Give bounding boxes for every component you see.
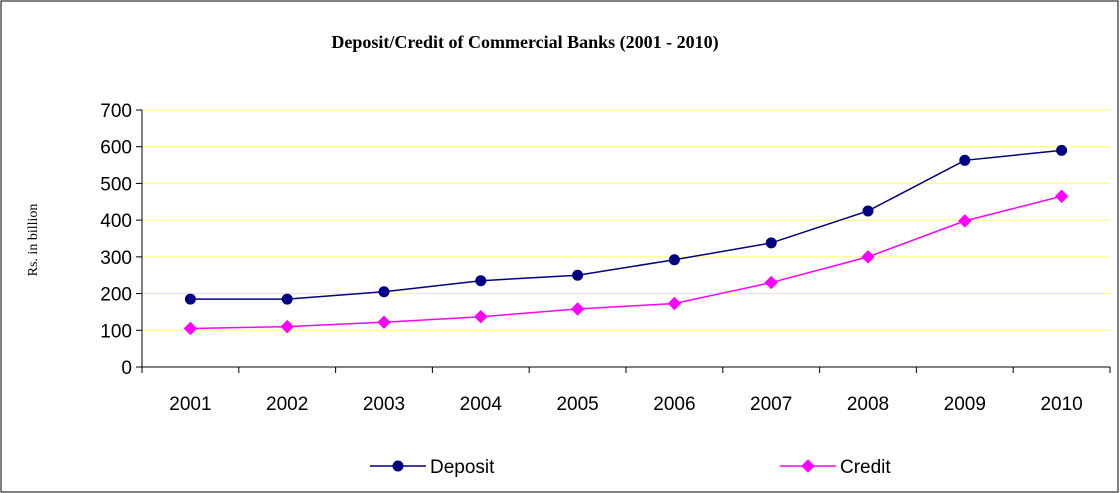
data-point-deposit bbox=[668, 254, 680, 266]
data-point-credit bbox=[280, 319, 294, 334]
series-line-deposit bbox=[190, 149, 1062, 300]
data-point-deposit bbox=[1056, 144, 1068, 156]
legend-item-deposit: Deposit bbox=[370, 457, 495, 478]
x-tick-label: 2003 bbox=[363, 394, 405, 415]
x-tick-label: 2001 bbox=[169, 394, 211, 415]
legend-marker-credit bbox=[801, 459, 815, 473]
x-tick-label: 2010 bbox=[1040, 394, 1082, 415]
series-line-credit bbox=[190, 195, 1062, 330]
data-point-credit bbox=[183, 321, 198, 336]
legend-label-credit: Credit bbox=[840, 457, 891, 478]
legend-label-deposit: Deposit bbox=[430, 457, 495, 478]
chart-title: Deposit/Credit of Commercial Banks (2001… bbox=[331, 32, 718, 53]
data-point-credit bbox=[861, 250, 875, 264]
y-axis-label: Rs. in billion bbox=[26, 204, 41, 277]
data-point-deposit bbox=[862, 205, 874, 217]
y-tick-label: 700 bbox=[100, 101, 132, 122]
data-point-credit bbox=[570, 302, 585, 316]
x-tick-label: 2007 bbox=[750, 394, 792, 415]
x-tick-label: 2008 bbox=[847, 394, 889, 415]
data-point-deposit bbox=[378, 286, 390, 298]
data-point-deposit bbox=[184, 293, 196, 305]
y-tick-label: 0 bbox=[121, 358, 132, 379]
grid-lines bbox=[142, 109, 1110, 331]
x-tick-label: 2009 bbox=[944, 394, 986, 415]
y-tick-label: 500 bbox=[100, 174, 132, 195]
data-point-deposit bbox=[572, 269, 584, 281]
data-point-credit bbox=[1054, 189, 1069, 203]
axes: 0 100 200 300 400 500 600 700 2001 2002 2003 2004 20… bbox=[100, 101, 1111, 415]
data-point-deposit bbox=[475, 275, 487, 287]
legend-item-credit: Credit bbox=[780, 457, 891, 478]
y-tick-label: 600 bbox=[100, 138, 132, 159]
legend: Deposit Credit bbox=[370, 457, 891, 478]
data-point-deposit bbox=[281, 293, 293, 305]
data-point-credit bbox=[764, 275, 778, 290]
y-tick-label: 400 bbox=[100, 211, 132, 232]
data-point-credit bbox=[958, 214, 972, 228]
x-tick-label: 2006 bbox=[653, 394, 695, 415]
x-tick-label: 2002 bbox=[266, 394, 308, 415]
y-tick-label: 200 bbox=[100, 285, 132, 306]
data-point-credit bbox=[474, 309, 488, 324]
series-group bbox=[183, 144, 1069, 336]
x-tick-label: 2004 bbox=[460, 394, 503, 415]
y-tick-label: 300 bbox=[100, 248, 132, 269]
y-tick-label: 100 bbox=[100, 321, 132, 342]
data-point-deposit bbox=[959, 154, 971, 166]
data-point-deposit bbox=[765, 237, 777, 249]
series-deposit bbox=[184, 144, 1068, 305]
series-credit bbox=[183, 189, 1069, 336]
x-tick-label: 2005 bbox=[556, 394, 598, 415]
legend-marker-deposit bbox=[392, 460, 404, 472]
data-point-credit bbox=[377, 315, 391, 329]
data-point-credit bbox=[667, 296, 682, 311]
